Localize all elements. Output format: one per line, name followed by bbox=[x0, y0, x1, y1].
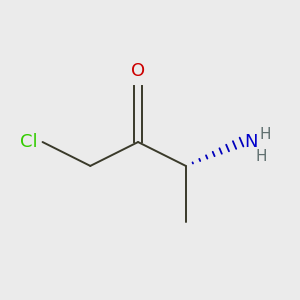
Text: N: N bbox=[245, 133, 258, 151]
Text: O: O bbox=[131, 62, 145, 80]
Text: H: H bbox=[256, 149, 267, 164]
Text: Cl: Cl bbox=[20, 133, 38, 151]
Text: H: H bbox=[259, 127, 271, 142]
